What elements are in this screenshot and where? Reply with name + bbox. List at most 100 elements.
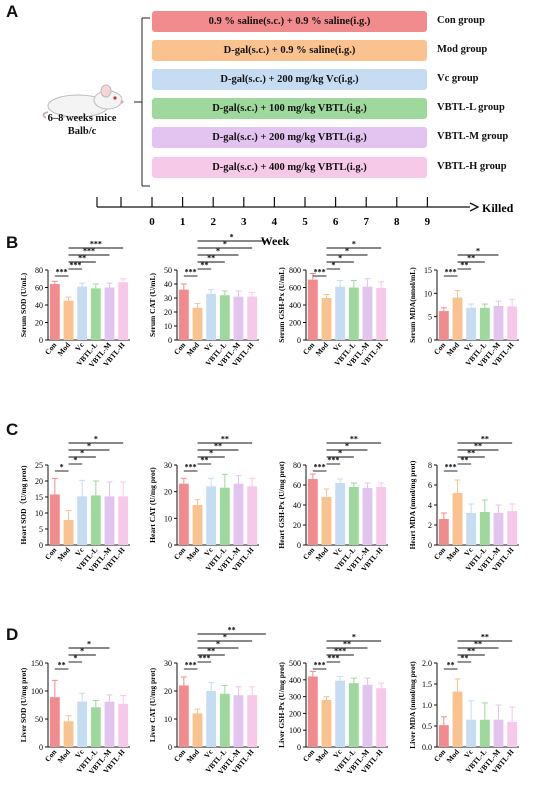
timeline-end-label: Killed xyxy=(482,201,514,215)
bar xyxy=(192,505,203,545)
bar xyxy=(321,699,332,747)
significance-label: * xyxy=(87,640,91,649)
y-tick-label: 0 xyxy=(168,541,172,550)
significance-label: ** xyxy=(447,661,455,670)
timeline-tick-label: 0 xyxy=(149,216,155,228)
bar xyxy=(479,719,490,747)
significance-label: ** xyxy=(221,435,229,444)
bar xyxy=(49,284,60,340)
bar xyxy=(307,479,318,545)
significance-label: ** xyxy=(78,254,86,263)
y-tick-label: 0 xyxy=(168,336,172,345)
y-tick-label: 40 xyxy=(164,280,172,289)
group-bar-vc: D-gal(s.c.) + 200 mg/kg Vc(i.g.) xyxy=(152,69,427,90)
y-tick-label: 1.0 xyxy=(422,701,432,710)
significance-label: * xyxy=(476,247,480,256)
significance-label: *** xyxy=(314,463,326,472)
significance-label: *** xyxy=(56,268,68,277)
significance-label: ** xyxy=(350,435,358,444)
significance-label: ** xyxy=(474,442,482,451)
y-axis-label: Serum CAT (U/mL) xyxy=(148,273,157,337)
y-tick-label: 4 xyxy=(428,501,432,510)
significance-label: ** xyxy=(200,456,208,465)
bar xyxy=(507,721,518,747)
y-tick-label: 0 xyxy=(297,541,301,550)
y-tick-label: 10 xyxy=(164,514,172,523)
significance-label: *** xyxy=(83,247,95,256)
significance-label: ** xyxy=(467,647,475,656)
y-tick-label: 50 xyxy=(35,715,43,724)
bar xyxy=(362,286,373,340)
bar xyxy=(247,486,258,545)
significance-label: *** xyxy=(445,463,457,472)
bar xyxy=(362,488,373,545)
bar xyxy=(307,676,318,747)
y-tick-label: 50 xyxy=(164,266,172,275)
y-tick-label: 15 xyxy=(424,266,432,275)
y-tick-label: 5 xyxy=(39,525,43,534)
group-label-vc: Vc group xyxy=(437,73,479,84)
bar xyxy=(219,295,230,340)
timeline-tick-label: 6 xyxy=(333,216,339,228)
panel-label-d: D xyxy=(6,625,19,644)
bar xyxy=(206,486,217,545)
x-tick-label: Mod xyxy=(184,545,201,563)
y-tick-label: 15 xyxy=(35,493,43,502)
bar xyxy=(63,300,74,340)
bar xyxy=(452,493,463,545)
bar xyxy=(348,487,359,545)
y-tick-label: 60 xyxy=(35,284,43,293)
bar xyxy=(348,683,359,747)
timeline-xlabel: Week xyxy=(261,234,290,245)
timeline-tick-label: 2 xyxy=(210,216,216,228)
significance-label: * xyxy=(80,449,84,458)
y-axis-label: Serum GSH-Px (U/mL) xyxy=(277,267,286,343)
group-bracket xyxy=(134,17,150,187)
y-tick-label: 10 xyxy=(424,289,432,298)
bar xyxy=(493,513,504,545)
bar xyxy=(233,695,244,747)
y-tick-label: 0.5 xyxy=(422,722,432,731)
x-tick-label: Mod xyxy=(184,340,201,358)
bar xyxy=(307,279,318,340)
y-tick-label: 5 xyxy=(428,313,432,322)
significance-label: * xyxy=(352,633,356,642)
y-tick-label: 10 xyxy=(164,322,172,331)
bar xyxy=(507,511,518,545)
x-tick-label: Mod xyxy=(313,340,330,358)
y-tick-label: 150 xyxy=(31,659,43,668)
significance-label: ** xyxy=(343,640,351,649)
bar xyxy=(348,287,359,340)
bar xyxy=(247,296,258,340)
y-axis-label: Serum SOD (U/mL) xyxy=(19,272,28,337)
significance-label: ** xyxy=(481,633,489,642)
y-axis-label: Heart MDA (nmol/mg prot) xyxy=(408,460,417,549)
y-tick-label: 600 xyxy=(289,284,301,293)
y-tick-label: 20 xyxy=(35,477,43,486)
y-tick-label: 800 xyxy=(289,266,301,275)
bar xyxy=(206,293,217,340)
bar xyxy=(466,719,477,747)
bar xyxy=(77,496,88,545)
mouse-strain-label: Balb/c xyxy=(67,126,97,137)
y-axis-label: Serum MDA(nmol/mL) xyxy=(408,267,417,343)
significance-label: *** xyxy=(314,661,326,670)
bar xyxy=(219,693,230,747)
bar xyxy=(233,483,244,545)
group-bar-mod: D-gal(s.c.) + 0.9 % saline(i.g.) xyxy=(152,40,427,61)
significance-label: ** xyxy=(207,647,215,656)
y-axis-label: Heart GSH-Px (U/mg prot) xyxy=(277,461,286,549)
group-label-vbtl-h: VBTL-H group xyxy=(437,161,507,172)
bar xyxy=(206,691,217,747)
significance-label: * xyxy=(223,633,227,642)
panel-label-c: C xyxy=(6,420,19,439)
significance-label: * xyxy=(216,247,220,256)
significance-label: ** xyxy=(207,254,215,263)
bar xyxy=(77,701,88,747)
significance-label: * xyxy=(87,442,91,451)
significance-label: * xyxy=(345,442,349,451)
